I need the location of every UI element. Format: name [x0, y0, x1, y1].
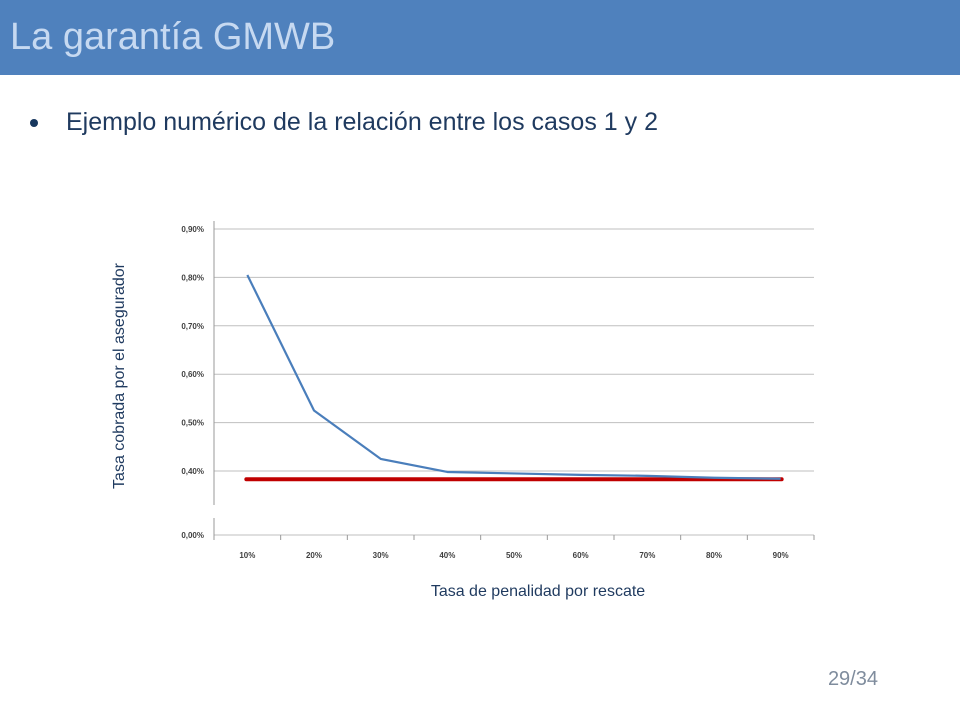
y-tick-label: 0,70% [181, 322, 204, 331]
x-tick-label: 80% [706, 551, 722, 560]
y-tick-label: 0,90% [181, 225, 204, 234]
x-tick-label: 50% [506, 551, 522, 560]
x-tick-label: 10% [239, 551, 255, 560]
x-tick-label: 60% [573, 551, 589, 560]
series-line [246, 274, 781, 480]
y-tick-label: 0,40% [181, 467, 204, 476]
page-number: 29/34 [827, 668, 878, 690]
x-tick-label: 40% [439, 551, 455, 560]
x-tick-label: 90% [773, 551, 789, 560]
slide-title: La garantía GMWB [10, 16, 336, 58]
x-tick-label: 70% [639, 551, 655, 560]
y-tick-label: 0,80% [181, 273, 204, 282]
y-tick-label: 0,50% [181, 419, 204, 428]
header-bar: La garantía GMWB [0, 0, 960, 75]
bullet-dot-icon [30, 118, 38, 127]
y-tick-label: 0,60% [181, 370, 204, 379]
x-tick-label: 20% [306, 551, 322, 560]
y-tick-label: 0,00% [181, 531, 204, 540]
y-axis-label: Tasa cobrada por el asegurador [111, 262, 128, 489]
x-axis-label: Tasa de penalidad por rescate [431, 583, 645, 600]
bullet-text: Ejemplo numérico de la relación entre lo… [66, 108, 658, 136]
x-tick-label: 30% [373, 551, 389, 560]
bullet-item: Ejemplo numérico de la relación entre lo… [30, 108, 658, 137]
